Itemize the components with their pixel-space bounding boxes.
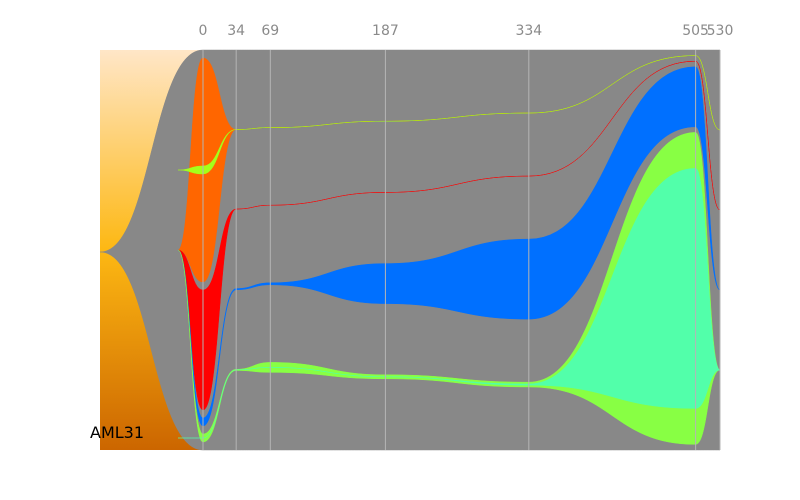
tick-label-0: 0: [199, 23, 208, 39]
tick-label-505: 505: [682, 23, 709, 39]
grid-layer: [202, 50, 721, 450]
tick-label-69: 69: [261, 23, 279, 39]
tick-label-530: 530: [707, 23, 734, 39]
clones-layer: [99, 49, 721, 451]
tick-label-34: 34: [227, 23, 245, 39]
tick-label-187: 187: [372, 23, 399, 39]
clone-mint: [177, 168, 721, 439]
sample-label: AML31: [90, 423, 144, 442]
tick-label-334: 334: [515, 23, 542, 39]
